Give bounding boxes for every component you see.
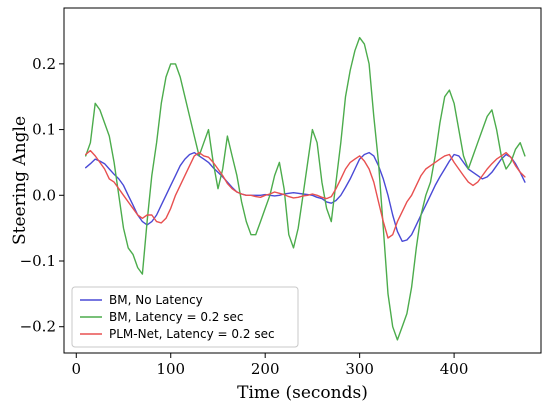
- x-tick-label: 0: [72, 360, 82, 378]
- plot-frame: [63, 7, 542, 354]
- y-tick-label: −0.1: [20, 252, 56, 270]
- x-tick-label: 300: [345, 360, 374, 378]
- x-tick-label: 200: [251, 360, 280, 378]
- series-line-bm-latency-0-2-sec: [84, 36, 526, 341]
- series-line-bm-no-latency: [84, 151, 526, 243]
- x-tick-label: 100: [156, 360, 185, 378]
- y-tick-label: 0.0: [32, 186, 56, 204]
- legend-entry-label: BM, No Latency: [109, 293, 203, 307]
- x-tick-label: 400: [440, 360, 469, 378]
- y-tick-label: 0.2: [32, 55, 56, 73]
- series-lines: [84, 36, 526, 341]
- x-axis: 0 100 200 300 400: [72, 353, 469, 378]
- y-tick-label: 0.1: [32, 121, 56, 139]
- y-axis-label: Steering Angle: [10, 116, 30, 245]
- legend-entry-label: PLM-Net, Latency = 0.2 sec: [109, 327, 275, 341]
- y-tick-label: −0.2: [20, 318, 56, 336]
- legend-entry-label: BM, Latency = 0.2 sec: [109, 310, 243, 324]
- legend: BM, No Latency BM, Latency = 0.2 sec PLM-N…: [71, 286, 299, 348]
- x-axis-label: Time (seconds): [237, 383, 368, 403]
- y-axis: −0.2 −0.1 0.0 0.1 0.2: [20, 55, 64, 336]
- legend-box: [71, 286, 299, 348]
- series-line-plm-net-latency-0-2-sec: [84, 149, 526, 239]
